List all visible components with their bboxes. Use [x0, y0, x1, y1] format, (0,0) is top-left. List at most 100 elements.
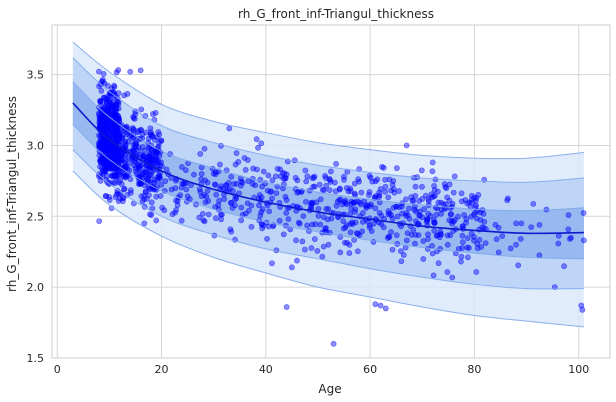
- data-point: [565, 226, 572, 233]
- data-point: [301, 246, 308, 253]
- data-point: [365, 202, 371, 209]
- data-point: [348, 205, 355, 212]
- data-point: [153, 193, 160, 200]
- data-point: [294, 177, 301, 184]
- data-point: [367, 174, 374, 181]
- data-point: [153, 148, 160, 155]
- data-point: [448, 211, 455, 218]
- data-point: [213, 191, 220, 198]
- data-point: [244, 157, 251, 163]
- data-point: [121, 186, 128, 192]
- data-point: [161, 207, 168, 214]
- data-point: [458, 190, 465, 197]
- data-point: [330, 340, 337, 347]
- data-point: [126, 159, 133, 166]
- data-point: [227, 226, 234, 233]
- data-point: [135, 144, 142, 151]
- data-point: [441, 206, 448, 212]
- data-point: [215, 202, 222, 208]
- data-point: [112, 179, 119, 186]
- data-point: [348, 198, 355, 205]
- data-point: [429, 243, 435, 249]
- data-point: [210, 170, 217, 177]
- data-point: [433, 232, 440, 239]
- data-point: [108, 148, 115, 155]
- x-tick-label: 60: [363, 363, 377, 376]
- data-point: [389, 215, 396, 222]
- data-point: [515, 262, 522, 269]
- data-point: [377, 302, 384, 309]
- data-point: [331, 179, 338, 186]
- data-point: [245, 178, 252, 185]
- data-point: [106, 197, 113, 203]
- data-point: [155, 143, 162, 150]
- data-point: [281, 170, 288, 177]
- data-point: [124, 91, 131, 97]
- data-point: [267, 189, 274, 195]
- data-point: [241, 155, 248, 161]
- data-point: [258, 209, 265, 215]
- data-point: [238, 217, 245, 224]
- data-point: [304, 173, 311, 180]
- data-point: [98, 144, 105, 151]
- data-point: [319, 253, 326, 260]
- data-point: [421, 206, 428, 213]
- data-point: [333, 202, 340, 209]
- data-point: [146, 171, 153, 178]
- data-point: [431, 193, 438, 199]
- x-tick-label: 80: [467, 363, 481, 376]
- data-point: [130, 126, 137, 133]
- data-point: [412, 231, 419, 238]
- data-point: [451, 173, 458, 180]
- data-point: [458, 253, 465, 260]
- data-point: [279, 170, 286, 176]
- data-point: [391, 189, 398, 196]
- data-point: [385, 233, 392, 240]
- data-point: [230, 181, 237, 187]
- data-point: [147, 156, 154, 163]
- data-point: [372, 301, 379, 308]
- data-point: [99, 156, 106, 163]
- data-point: [282, 175, 289, 181]
- data-point: [197, 151, 204, 157]
- plot-frame: [51, 24, 611, 359]
- data-point: [260, 168, 267, 175]
- data-point: [473, 195, 480, 201]
- data-point: [460, 223, 466, 229]
- data-point: [300, 213, 307, 219]
- data-point: [449, 274, 456, 281]
- data-point: [352, 219, 359, 226]
- median-line: [72, 102, 584, 235]
- data-point: [378, 212, 385, 219]
- data-point: [129, 135, 136, 141]
- centile-line-p25: [72, 123, 584, 260]
- data-point: [420, 238, 427, 244]
- data-point: [403, 196, 409, 203]
- data-point: [138, 193, 145, 200]
- data-point: [424, 219, 430, 225]
- data-point: [100, 71, 107, 77]
- data-point: [495, 224, 502, 231]
- data-point: [385, 194, 392, 201]
- data-point: [354, 230, 361, 237]
- data-point: [296, 220, 303, 227]
- data-point: [448, 218, 455, 224]
- data-point: [258, 140, 265, 147]
- data-point: [125, 154, 132, 161]
- data-point: [138, 127, 144, 134]
- data-point: [382, 176, 389, 183]
- centile-line-p01: [72, 170, 584, 328]
- data-point: [257, 212, 264, 219]
- data-point: [152, 149, 159, 155]
- data-point: [466, 245, 472, 251]
- data-point: [205, 211, 212, 218]
- data-point: [154, 157, 161, 164]
- data-point: [101, 147, 108, 154]
- data-point: [555, 240, 562, 247]
- data-point: [127, 68, 134, 75]
- x-axis-label: Age: [318, 382, 341, 396]
- data-point: [158, 163, 165, 170]
- data-point: [179, 164, 185, 170]
- data-point: [228, 173, 235, 180]
- data-point: [363, 205, 370, 211]
